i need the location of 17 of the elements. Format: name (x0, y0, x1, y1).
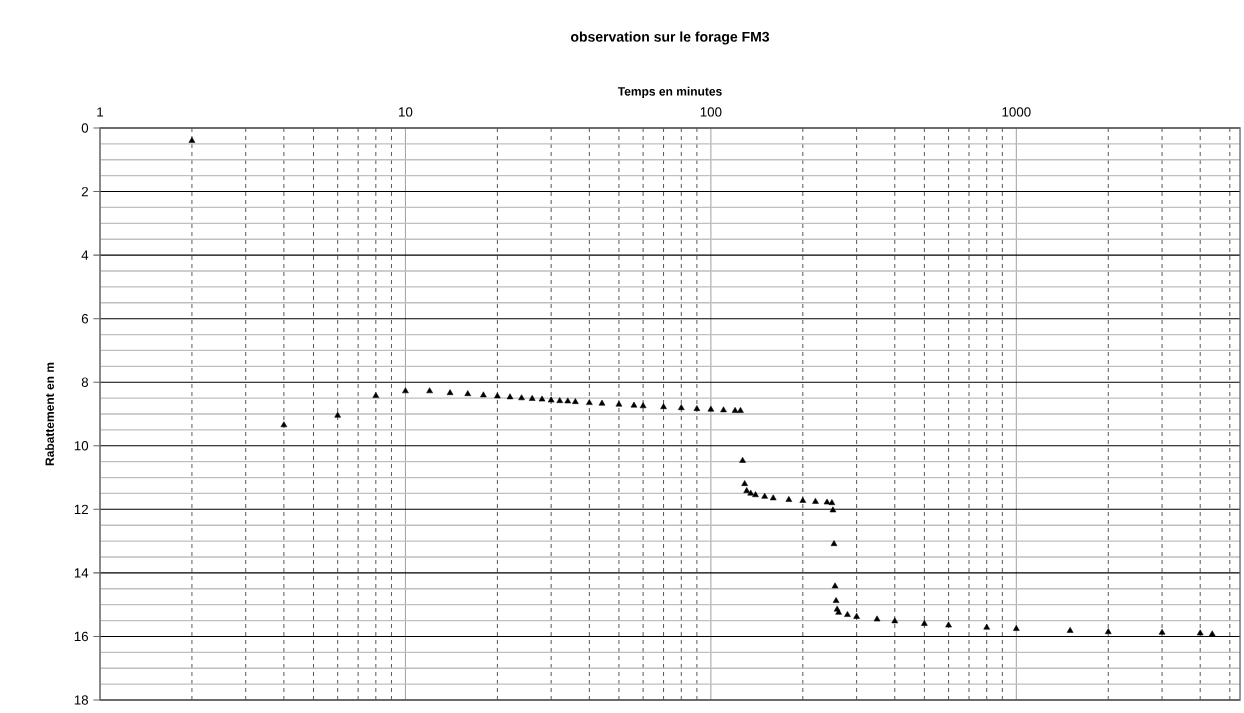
y-tick-label: 6 (81, 313, 89, 324)
y-tick-label: 8 (81, 377, 89, 387)
y-tick-label: 16 (74, 631, 89, 642)
y-tick-label: 2 (81, 186, 88, 197)
x-tick-label: 1 (97, 107, 104, 117)
y-tick-label: 4 (81, 250, 89, 260)
y-axis-title: Rabattement en m (45, 362, 54, 466)
y-tick-label: 0 (81, 123, 89, 133)
y-tick-label: 12 (74, 504, 88, 514)
y-tick-label: 10 (74, 441, 89, 451)
x-tick-label: 10 (399, 107, 413, 117)
y-tick-label: 18 (74, 695, 89, 705)
x-axis-title: Temps en minutes (617, 86, 722, 99)
chart-title: observation sur le forage FM3 (570, 31, 770, 45)
x-tick-label: 1000 (1002, 107, 1031, 117)
y-tick-label: 14 (74, 568, 89, 578)
x-tick-label: 100 (700, 107, 722, 117)
